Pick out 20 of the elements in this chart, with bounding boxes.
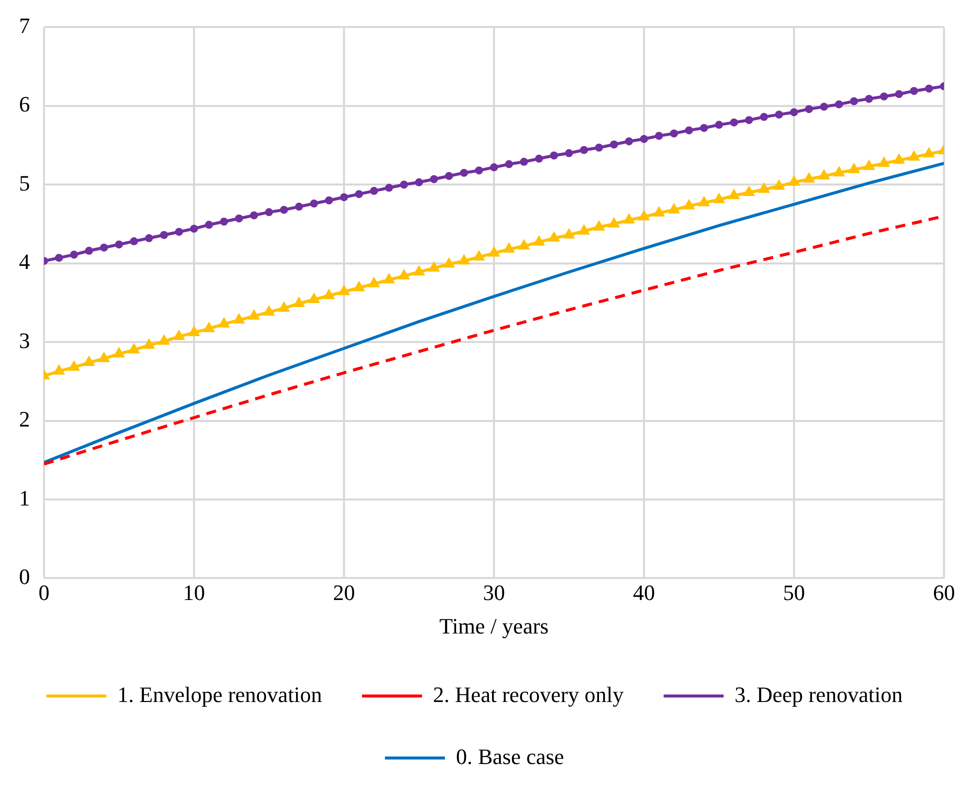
y-tick-label: 4 xyxy=(19,249,30,274)
x-tick-label: 0 xyxy=(38,580,50,606)
x-tick-label: 10 xyxy=(183,580,205,606)
legend-label: 0. Base case xyxy=(456,744,564,769)
x-tick-label: 20 xyxy=(333,580,355,606)
legend-label: 2. Heat recovery only xyxy=(433,682,624,707)
y-tick-label: 2 xyxy=(19,406,30,432)
y-tick-label: 3 xyxy=(19,328,30,353)
x-tick-label: 60 xyxy=(933,580,955,606)
x-tick-label: 40 xyxy=(633,580,655,606)
x-tick-label: 30 xyxy=(483,580,505,606)
x-axis-title: Time / years xyxy=(439,614,549,639)
y-tick-label: 1 xyxy=(19,485,30,510)
x-tick-label: 50 xyxy=(783,580,805,606)
y-tick-label: 7 xyxy=(19,12,30,38)
legend-label: 3. Deep renovation xyxy=(734,682,903,707)
y-tick-label: 6 xyxy=(19,92,30,117)
legend-label: 1. Envelope renovation xyxy=(117,682,322,707)
y-tick-label: 5 xyxy=(19,170,30,196)
y-tick-label: 0 xyxy=(19,564,30,589)
